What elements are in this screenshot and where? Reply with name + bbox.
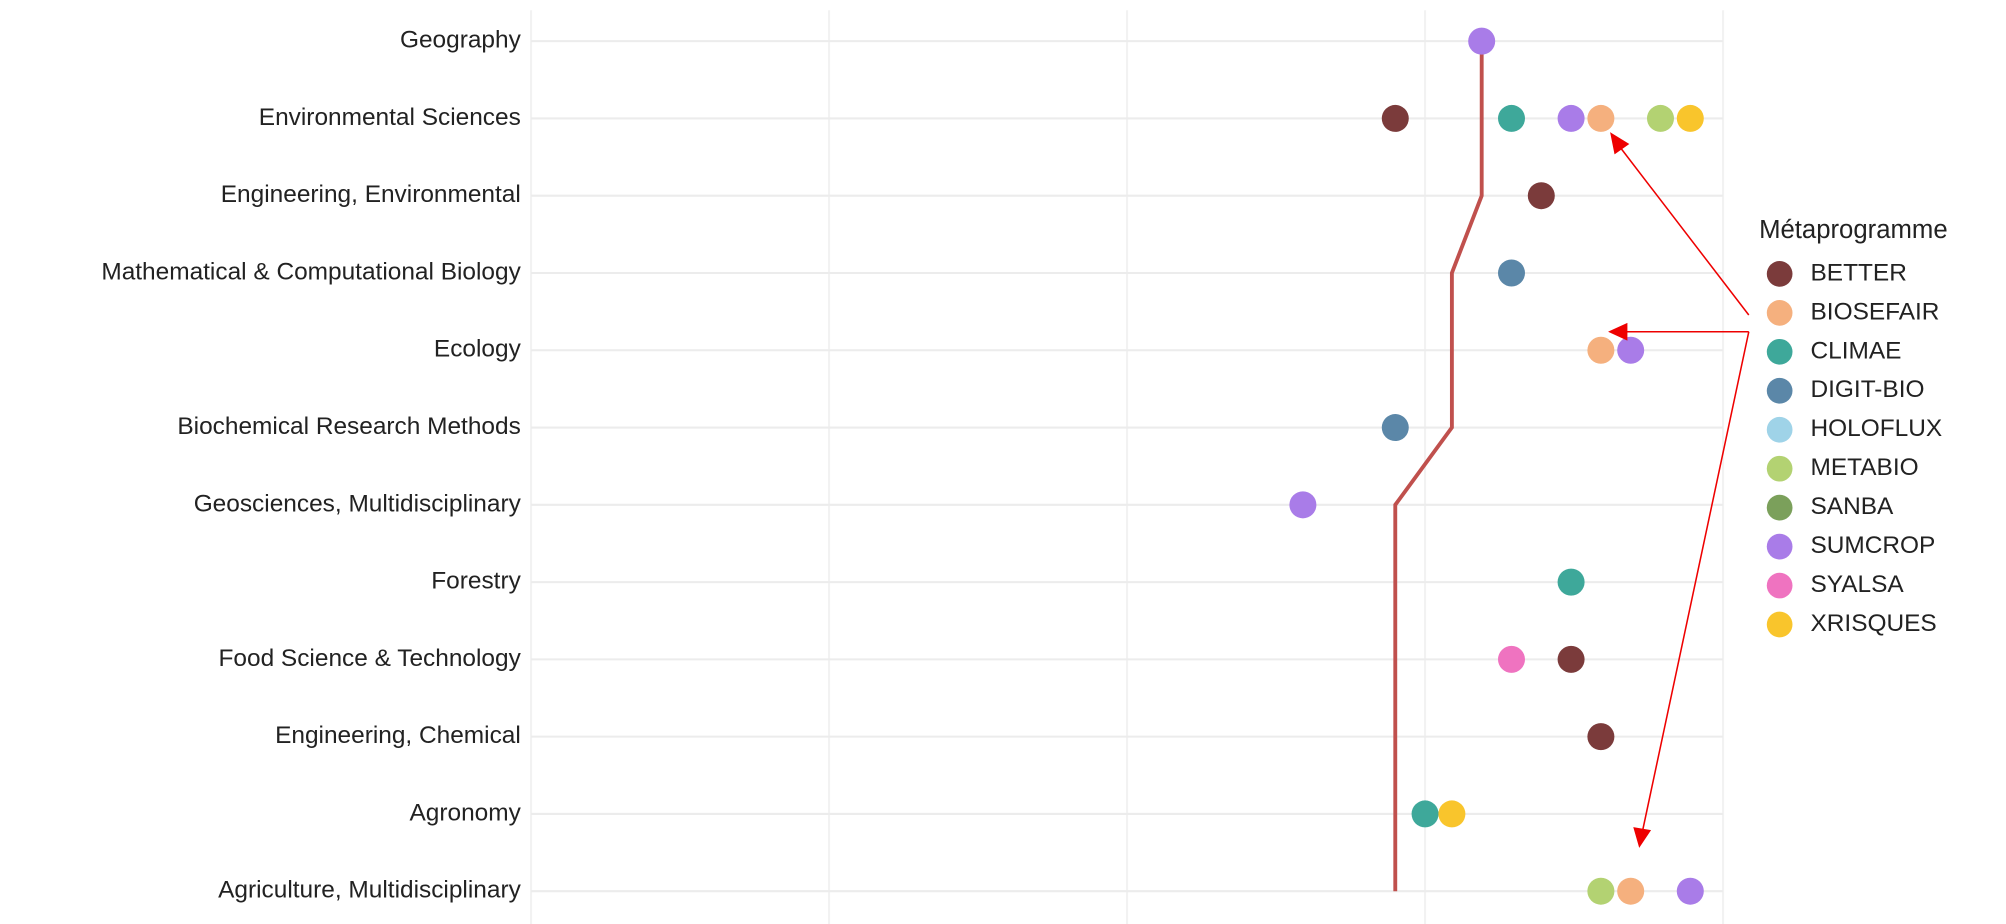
dot [1381,414,1409,442]
legend-label: HOLOFLUX [1811,415,1943,442]
y-tick-label: Engineering, Environmental [221,181,521,208]
y-tick-label: Agriculture, Multidisciplinary [218,877,521,904]
dot [1381,104,1409,132]
legend-label: SYALSA [1811,571,1905,598]
legend-swatch [1766,494,1793,521]
dot [1676,104,1704,132]
legend-label: METABIO [1811,454,1919,481]
legend-label: XRISQUES [1811,610,1937,637]
legend-title: Métaprogramme [1759,216,1948,244]
dot [1411,800,1439,828]
dot [1587,336,1615,364]
legend-swatch [1766,377,1793,404]
dot [1497,259,1525,287]
y-tick-label: Geography [400,27,522,54]
dot [1557,568,1585,596]
legend-swatch [1766,299,1793,326]
arrow [1617,143,1750,316]
y-tick-label: Ecology [434,336,522,363]
y-tick-label: Biochemical Research Methods [177,413,520,440]
y-tick-label: Environmental Sciences [259,104,521,131]
legend-label: SUMCROP [1811,532,1936,559]
y-tick-label: Food Science & Technology [218,645,521,672]
legend-swatch [1766,533,1793,560]
dot [1557,645,1585,673]
dot [1497,645,1525,673]
legend-swatch [1766,261,1793,287]
dot [1438,800,1466,828]
legend-swatch [1766,611,1793,638]
dot [1617,336,1645,364]
y-tick-label: Engineering, Chemical [275,722,521,749]
dot [1617,877,1645,905]
dot [1527,182,1555,210]
legend-swatch [1766,455,1793,482]
dot [1557,104,1585,132]
y-tick-label: Mathematical & Computational Biology [101,258,521,285]
dot [1468,27,1496,55]
annotation-arrows [1608,132,1750,848]
dot [1497,104,1525,132]
dot [1646,104,1674,132]
y-tick-label: Geosciences, Multidisciplinary [194,490,522,517]
dot [1587,877,1615,905]
arrow-head [1610,132,1630,155]
legend-label: DIGIT-BIO [1811,376,1925,403]
arrow-head [1608,322,1628,341]
legend-label: CLIMAE [1811,337,1902,364]
legend-label: BETTER [1811,259,1907,286]
legend-swatch [1766,338,1793,365]
dot [1587,723,1615,751]
dot [1587,104,1615,132]
arrow-head [1633,827,1652,848]
legend-swatch [1766,416,1793,443]
legend-label: SANBA [1811,493,1895,520]
dot [1676,877,1704,905]
legend-label: BIOSEFAIR [1811,298,1940,325]
arrow [1641,331,1750,834]
y-tick-label: Forestry [431,568,521,595]
legend-swatch [1766,572,1793,599]
y-tick-label: Agronomy [409,799,521,826]
reference-line [1393,41,1484,892]
dot [1289,491,1317,519]
